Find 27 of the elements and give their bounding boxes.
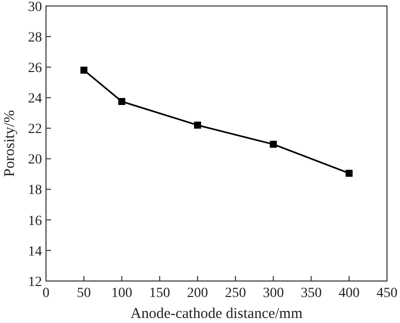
x-tick-label: 200: [187, 286, 208, 301]
x-tick-label: 100: [111, 286, 132, 301]
point: [194, 122, 202, 129]
y-tick-label: 28: [28, 30, 42, 46]
y-tick-label: 16: [28, 214, 42, 229]
point: [270, 140, 277, 148]
y-tick-label: 18: [28, 183, 42, 198]
y-axis-title: Porosity/%: [2, 110, 18, 177]
y-tick-label: 24: [28, 92, 42, 107]
x-tick-label: 0: [42, 286, 50, 301]
y-tick-label: 26: [28, 61, 42, 76]
x-tick-label: 150: [149, 286, 170, 301]
y-tick-label: 12: [28, 274, 42, 290]
point: [346, 170, 353, 177]
y-tick-label: 22: [28, 122, 42, 138]
x-tick-label: 400: [338, 286, 360, 301]
x-tick-label: 350: [300, 286, 322, 301]
y-tick-label: 20: [28, 152, 42, 168]
x-tick-label: 450: [376, 286, 398, 301]
point: [118, 98, 126, 105]
x-axis-title: Anode-cathode distance/mm: [130, 306, 303, 322]
y-tick-label: 14: [28, 244, 42, 260]
x-tick-label: 50: [76, 286, 91, 301]
y-tick-label: 30: [28, 0, 42, 15]
x-tick-label: 300: [262, 286, 284, 301]
point: [80, 66, 88, 74]
x-tick-label: 250: [224, 286, 246, 301]
